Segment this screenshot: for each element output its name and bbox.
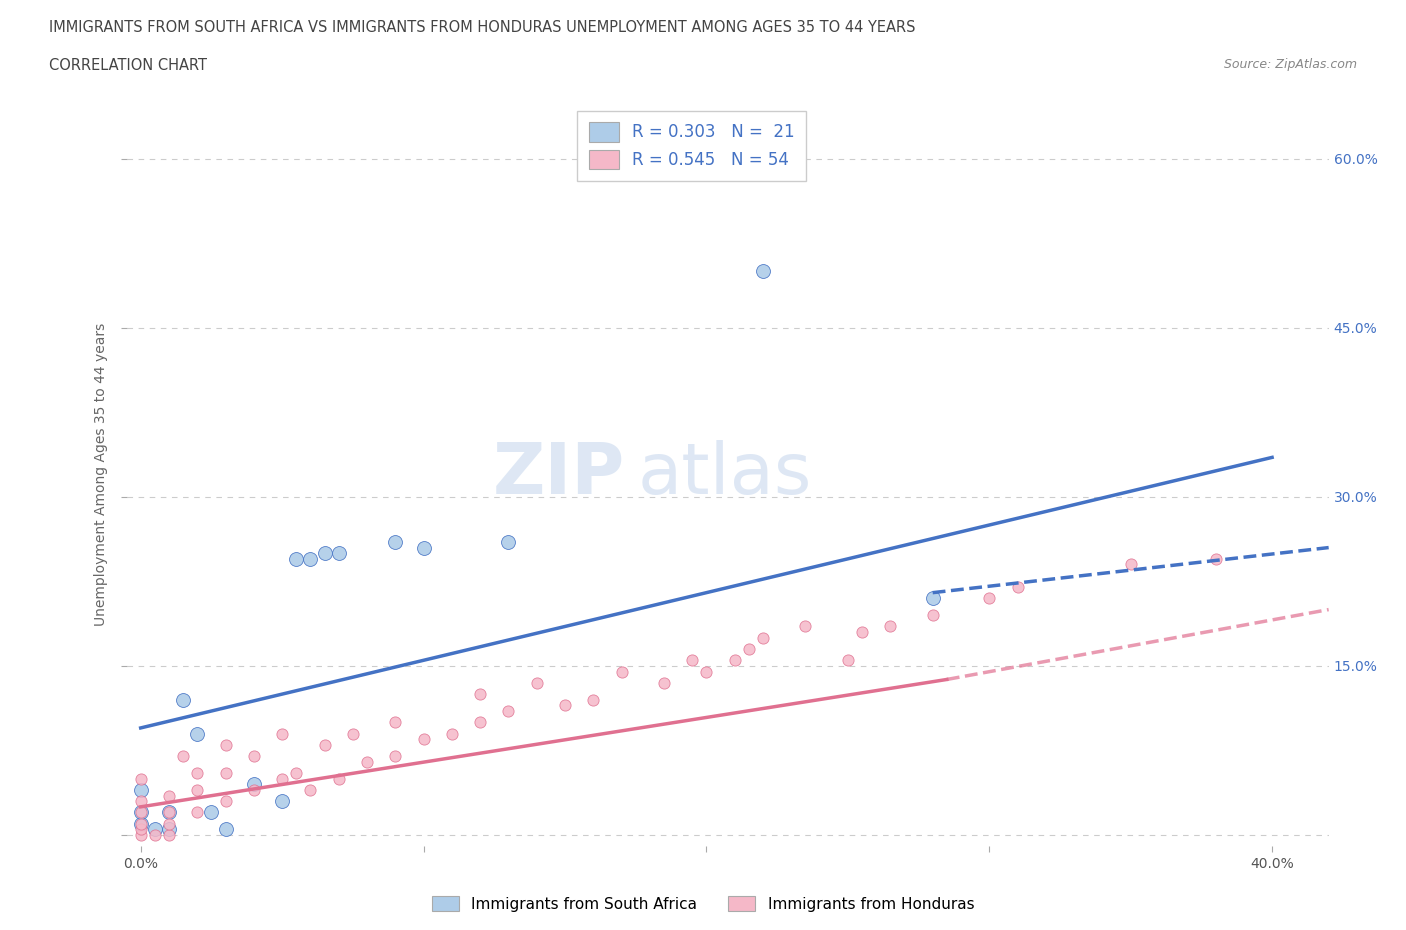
- Point: [186, 765, 208, 780]
- Point: [214, 737, 236, 752]
- Point: [752, 631, 775, 645]
- Point: [157, 822, 180, 837]
- Point: [610, 664, 633, 679]
- Point: [921, 591, 943, 605]
- Legend: Immigrants from South Africa, Immigrants from Honduras: Immigrants from South Africa, Immigrants…: [426, 889, 980, 918]
- Point: [752, 264, 775, 279]
- Point: [129, 817, 152, 831]
- Point: [129, 828, 152, 843]
- Point: [468, 686, 491, 701]
- Point: [129, 782, 152, 797]
- Point: [299, 782, 322, 797]
- Text: CORRELATION CHART: CORRELATION CHART: [49, 58, 207, 73]
- Point: [243, 777, 266, 791]
- Point: [143, 828, 166, 843]
- Point: [129, 794, 152, 809]
- Point: [738, 642, 761, 657]
- Point: [695, 664, 717, 679]
- Point: [681, 653, 703, 668]
- Point: [1007, 579, 1029, 594]
- Point: [172, 692, 194, 707]
- Point: [186, 805, 208, 820]
- Point: [129, 771, 152, 786]
- Point: [851, 625, 873, 640]
- Text: Source: ZipAtlas.com: Source: ZipAtlas.com: [1223, 58, 1357, 71]
- Point: [468, 715, 491, 730]
- Point: [314, 737, 336, 752]
- Point: [328, 771, 350, 786]
- Point: [186, 782, 208, 797]
- Point: [129, 822, 152, 837]
- Point: [186, 726, 208, 741]
- Point: [271, 726, 294, 741]
- Point: [384, 535, 406, 550]
- Point: [200, 805, 222, 820]
- Point: [157, 788, 180, 803]
- Point: [172, 749, 194, 764]
- Point: [794, 619, 817, 634]
- Point: [129, 805, 152, 820]
- Point: [342, 726, 364, 741]
- Point: [285, 765, 308, 780]
- Point: [384, 715, 406, 730]
- Point: [157, 805, 180, 820]
- Point: [526, 675, 548, 690]
- Point: [214, 794, 236, 809]
- Text: atlas: atlas: [637, 440, 811, 509]
- Text: IMMIGRANTS FROM SOUTH AFRICA VS IMMIGRANTS FROM HONDURAS UNEMPLOYMENT AMONG AGES: IMMIGRANTS FROM SOUTH AFRICA VS IMMIGRAN…: [49, 20, 915, 35]
- Point: [157, 828, 180, 843]
- Point: [582, 692, 605, 707]
- Point: [724, 653, 747, 668]
- Point: [243, 749, 266, 764]
- Point: [412, 540, 434, 555]
- Point: [498, 535, 520, 550]
- Point: [652, 675, 675, 690]
- Point: [271, 771, 294, 786]
- Point: [143, 822, 166, 837]
- Point: [243, 782, 266, 797]
- Point: [879, 619, 901, 634]
- Point: [440, 726, 463, 741]
- Point: [271, 794, 294, 809]
- Point: [285, 551, 308, 566]
- Text: ZIP: ZIP: [494, 440, 626, 509]
- Point: [837, 653, 859, 668]
- Point: [314, 546, 336, 561]
- Point: [498, 704, 520, 719]
- Y-axis label: Unemployment Among Ages 35 to 44 years: Unemployment Among Ages 35 to 44 years: [94, 323, 108, 626]
- Point: [1119, 557, 1142, 572]
- Legend: R = 0.303   N =  21, R = 0.545   N = 54: R = 0.303 N = 21, R = 0.545 N = 54: [576, 111, 806, 180]
- Point: [921, 608, 943, 623]
- Point: [299, 551, 322, 566]
- Point: [384, 749, 406, 764]
- Point: [1205, 551, 1227, 566]
- Point: [356, 754, 378, 769]
- Point: [157, 805, 180, 820]
- Point: [129, 805, 152, 820]
- Point: [554, 698, 576, 712]
- Point: [129, 817, 152, 831]
- Point: [412, 732, 434, 747]
- Point: [328, 546, 350, 561]
- Point: [214, 765, 236, 780]
- Point: [214, 822, 236, 837]
- Point: [157, 817, 180, 831]
- Point: [979, 591, 1001, 605]
